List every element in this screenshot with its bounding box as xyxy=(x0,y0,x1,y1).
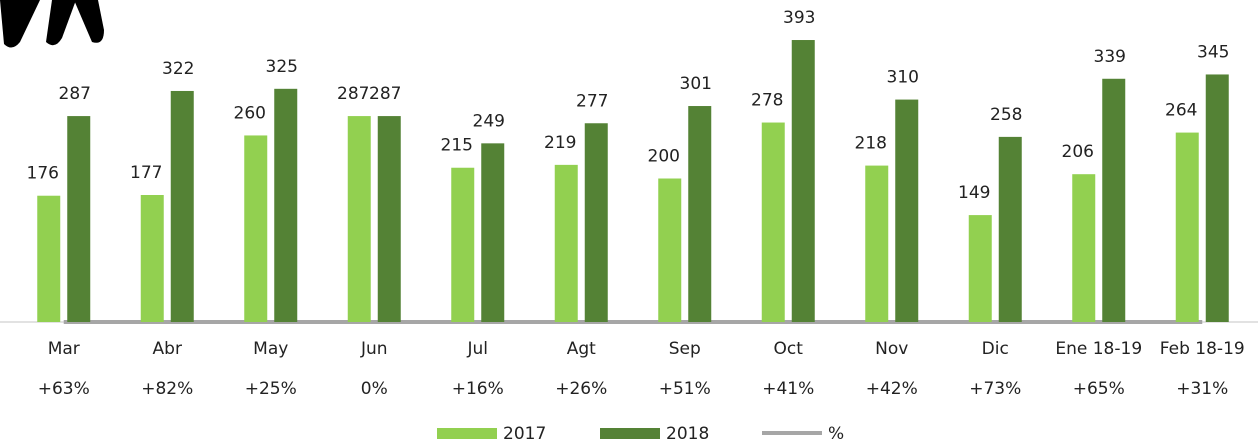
data-label: 325 xyxy=(266,57,298,77)
x-tick-label: Agt xyxy=(567,339,596,359)
data-label: 287 xyxy=(369,84,401,104)
bar xyxy=(481,143,505,322)
x-tick-label: Mar xyxy=(48,339,80,359)
data-label: 277 xyxy=(576,91,608,111)
bar xyxy=(377,116,401,322)
percent-label: +25% xyxy=(245,379,297,399)
bar xyxy=(1102,78,1126,322)
percent-label: +42% xyxy=(866,379,918,399)
legend-label: % xyxy=(828,424,844,444)
percent-label: +16% xyxy=(452,379,504,399)
legend-label: 2018 xyxy=(666,424,709,444)
data-label: 215 xyxy=(441,136,473,156)
data-label: 206 xyxy=(1062,142,1094,162)
bar xyxy=(895,99,919,322)
data-label: 258 xyxy=(990,105,1022,125)
bar xyxy=(451,167,475,322)
data-label: 278 xyxy=(751,91,783,111)
logo xyxy=(0,0,104,48)
data-label: 249 xyxy=(473,111,505,131)
bar xyxy=(1175,132,1199,322)
data-label: 322 xyxy=(162,59,194,79)
percent-label: 0% xyxy=(361,379,388,399)
bar xyxy=(865,165,889,322)
bar xyxy=(791,40,815,323)
bar xyxy=(1072,174,1096,322)
x-tick-label: May xyxy=(253,339,288,359)
legend-swatch xyxy=(600,428,660,439)
bar xyxy=(761,122,785,322)
data-label: 287 xyxy=(59,84,91,104)
data-label: 310 xyxy=(887,68,919,88)
x-tick-label: Sep xyxy=(669,339,701,359)
data-label: 177 xyxy=(130,163,162,183)
bar xyxy=(140,195,164,322)
x-tick-label: Jun xyxy=(360,339,388,359)
bar xyxy=(347,116,371,322)
data-label: 218 xyxy=(855,134,887,154)
data-label: 149 xyxy=(958,183,990,203)
x-tick-label: Dic xyxy=(982,339,1009,359)
bar xyxy=(584,123,608,322)
bar xyxy=(658,178,682,322)
percent-label: +26% xyxy=(555,379,607,399)
percent-label: +41% xyxy=(762,379,814,399)
bar xyxy=(37,195,61,322)
percent-label: +73% xyxy=(969,379,1021,399)
data-label: 287 xyxy=(337,84,369,104)
x-tick-label: Abr xyxy=(153,339,182,359)
bar xyxy=(998,136,1022,322)
data-label: 260 xyxy=(234,103,266,123)
x-tick-label: Feb 18-19 xyxy=(1160,339,1245,359)
x-tick-label: Jul xyxy=(466,339,488,359)
x-tick-label: Ene 18-19 xyxy=(1055,339,1142,359)
bar xyxy=(244,135,268,322)
data-label: 219 xyxy=(544,133,576,153)
percent-label: +82% xyxy=(141,379,193,399)
legend-swatch xyxy=(437,428,497,439)
percent-label: +63% xyxy=(38,379,90,399)
bar xyxy=(968,215,992,322)
bar xyxy=(170,90,194,322)
data-label: 339 xyxy=(1094,47,1126,67)
bar xyxy=(688,106,712,322)
data-label: 200 xyxy=(648,147,680,167)
percent-label: +51% xyxy=(659,379,711,399)
bar xyxy=(1205,74,1229,323)
legend-label: 2017 xyxy=(503,424,546,444)
percent-label: +31% xyxy=(1176,379,1228,399)
percent-label: +65% xyxy=(1073,379,1125,399)
data-label: 301 xyxy=(680,74,712,94)
data-label: 264 xyxy=(1165,101,1197,121)
x-tick-label: Nov xyxy=(875,339,908,359)
data-label: 345 xyxy=(1197,42,1229,62)
bar xyxy=(274,88,298,322)
bar xyxy=(67,116,91,322)
data-label: 393 xyxy=(783,8,815,28)
data-label: 176 xyxy=(27,164,59,184)
x-tick-label: Oct xyxy=(774,339,804,359)
bar xyxy=(554,164,578,322)
